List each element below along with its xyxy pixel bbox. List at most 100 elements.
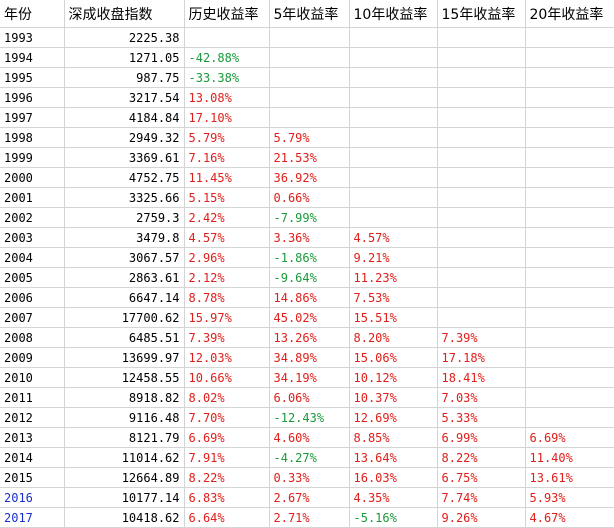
cell-20y-return[interactable] [525, 247, 614, 268]
cell-5y-return[interactable] [269, 67, 350, 88]
cell-5y-return[interactable]: -9.64% [269, 267, 350, 288]
cell-20y-return[interactable] [525, 207, 614, 228]
cell-15y-return[interactable] [437, 227, 526, 248]
cell-5y-return[interactable]: 3.36% [269, 227, 350, 248]
cell-10y-return[interactable]: 15.06% [349, 347, 438, 368]
cell-10y-return[interactable]: 10.12% [349, 367, 438, 388]
cell-hist-return[interactable]: 7.39% [184, 327, 270, 348]
cell-20y-return[interactable] [525, 147, 614, 168]
cell-year[interactable]: 1994 [0, 47, 65, 68]
cell-10y-return[interactable]: 11.23% [349, 267, 438, 288]
cell-hist-return[interactable]: 8.78% [184, 287, 270, 308]
cell-15y-return[interactable]: 6.75% [437, 467, 526, 488]
cell-year[interactable]: 1993 [0, 27, 65, 48]
cell-year[interactable]: 1996 [0, 87, 65, 108]
cell-15y-return[interactable]: 7.39% [437, 327, 526, 348]
cell-index[interactable]: 12664.89 [64, 467, 185, 488]
cell-20y-return[interactable] [525, 107, 614, 128]
cell-5y-return[interactable]: 21.53% [269, 147, 350, 168]
cell-5y-return[interactable]: -12.43% [269, 407, 350, 428]
cell-15y-return[interactable]: 5.33% [437, 407, 526, 428]
cell-year[interactable]: 2013 [0, 427, 65, 448]
cell-5y-return[interactable]: 34.19% [269, 367, 350, 388]
cell-15y-return[interactable] [437, 287, 526, 308]
cell-year[interactable]: 2015 [0, 467, 65, 488]
cell-15y-return[interactable] [437, 267, 526, 288]
cell-hist-return[interactable]: 13.08% [184, 87, 270, 108]
cell-index[interactable]: 6647.14 [64, 287, 185, 308]
cell-10y-return[interactable] [349, 147, 438, 168]
cell-index[interactable]: 8121.79 [64, 427, 185, 448]
cell-20y-return[interactable] [525, 187, 614, 208]
cell-year[interactable]: 2000 [0, 167, 65, 188]
cell-20y-return[interactable] [525, 287, 614, 308]
cell-10y-return[interactable] [349, 67, 438, 88]
cell-hist-return[interactable]: 6.69% [184, 427, 270, 448]
cell-20y-return[interactable] [525, 267, 614, 288]
cell-index[interactable]: 12458.55 [64, 367, 185, 388]
cell-hist-return[interactable]: -33.38% [184, 67, 270, 88]
cell-year[interactable]: 2006 [0, 287, 65, 308]
cell-year[interactable]: 1999 [0, 147, 65, 168]
header-hist-return[interactable]: 历史收益率 [184, 0, 270, 28]
cell-15y-return[interactable]: 8.22% [437, 447, 526, 468]
cell-index[interactable]: 3479.8 [64, 227, 185, 248]
cell-5y-return[interactable]: -7.99% [269, 207, 350, 228]
cell-index[interactable]: 2225.38 [64, 27, 185, 48]
cell-hist-return[interactable]: 11.45% [184, 167, 270, 188]
cell-10y-return[interactable]: 12.69% [349, 407, 438, 428]
cell-20y-return[interactable] [525, 167, 614, 188]
cell-index[interactable]: 4752.75 [64, 167, 185, 188]
cell-year[interactable]: 2008 [0, 327, 65, 348]
header-10y-return[interactable]: 10年收益率 [349, 0, 438, 28]
cell-5y-return[interactable]: 34.89% [269, 347, 350, 368]
cell-15y-return[interactable]: 7.03% [437, 387, 526, 408]
cell-20y-return[interactable] [525, 67, 614, 88]
cell-hist-return[interactable]: 4.57% [184, 227, 270, 248]
cell-index[interactable]: 4184.84 [64, 107, 185, 128]
cell-10y-return[interactable] [349, 27, 438, 48]
cell-hist-return[interactable]: 8.22% [184, 467, 270, 488]
cell-index[interactable]: 8918.82 [64, 387, 185, 408]
cell-hist-return[interactable]: 7.16% [184, 147, 270, 168]
cell-20y-return[interactable] [525, 127, 614, 148]
cell-hist-return[interactable]: 17.10% [184, 107, 270, 128]
cell-15y-return[interactable] [437, 167, 526, 188]
cell-10y-return[interactable]: 8.85% [349, 427, 438, 448]
cell-index[interactable]: 3325.66 [64, 187, 185, 208]
cell-5y-return[interactable]: 6.06% [269, 387, 350, 408]
cell-10y-return[interactable]: 9.21% [349, 247, 438, 268]
cell-20y-return[interactable] [525, 307, 614, 328]
cell-hist-return[interactable]: 5.79% [184, 127, 270, 148]
cell-10y-return[interactable]: 7.53% [349, 287, 438, 308]
cell-20y-return[interactable] [525, 347, 614, 368]
cell-index[interactable]: 2949.32 [64, 127, 185, 148]
cell-index[interactable]: 1271.05 [64, 47, 185, 68]
cell-hist-return[interactable]: 15.97% [184, 307, 270, 328]
cell-5y-return[interactable] [269, 47, 350, 68]
cell-10y-return[interactable] [349, 107, 438, 128]
cell-5y-return[interactable]: 5.79% [269, 127, 350, 148]
cell-index[interactable]: 9116.48 [64, 407, 185, 428]
cell-hist-return[interactable]: 8.02% [184, 387, 270, 408]
cell-5y-return[interactable]: 36.92% [269, 167, 350, 188]
cell-5y-return[interactable]: 2.71% [269, 507, 350, 528]
cell-15y-return[interactable] [437, 207, 526, 228]
cell-index[interactable]: 13699.97 [64, 347, 185, 368]
cell-5y-return[interactable] [269, 27, 350, 48]
header-15y-return[interactable]: 15年收益率 [437, 0, 526, 28]
cell-15y-return[interactable] [437, 127, 526, 148]
cell-5y-return[interactable]: 14.86% [269, 287, 350, 308]
cell-year[interactable]: 2017 [0, 507, 65, 528]
header-20y-return[interactable]: 20年收益率 [525, 0, 614, 28]
cell-20y-return[interactable] [525, 327, 614, 348]
cell-10y-return[interactable]: 8.20% [349, 327, 438, 348]
cell-5y-return[interactable]: -4.27% [269, 447, 350, 468]
cell-15y-return[interactable] [437, 67, 526, 88]
cell-15y-return[interactable] [437, 147, 526, 168]
cell-5y-return[interactable]: 13.26% [269, 327, 350, 348]
cell-10y-return[interactable]: 13.64% [349, 447, 438, 468]
cell-10y-return[interactable]: 16.03% [349, 467, 438, 488]
cell-20y-return[interactable]: 11.40% [525, 447, 614, 468]
cell-year[interactable]: 2012 [0, 407, 65, 428]
